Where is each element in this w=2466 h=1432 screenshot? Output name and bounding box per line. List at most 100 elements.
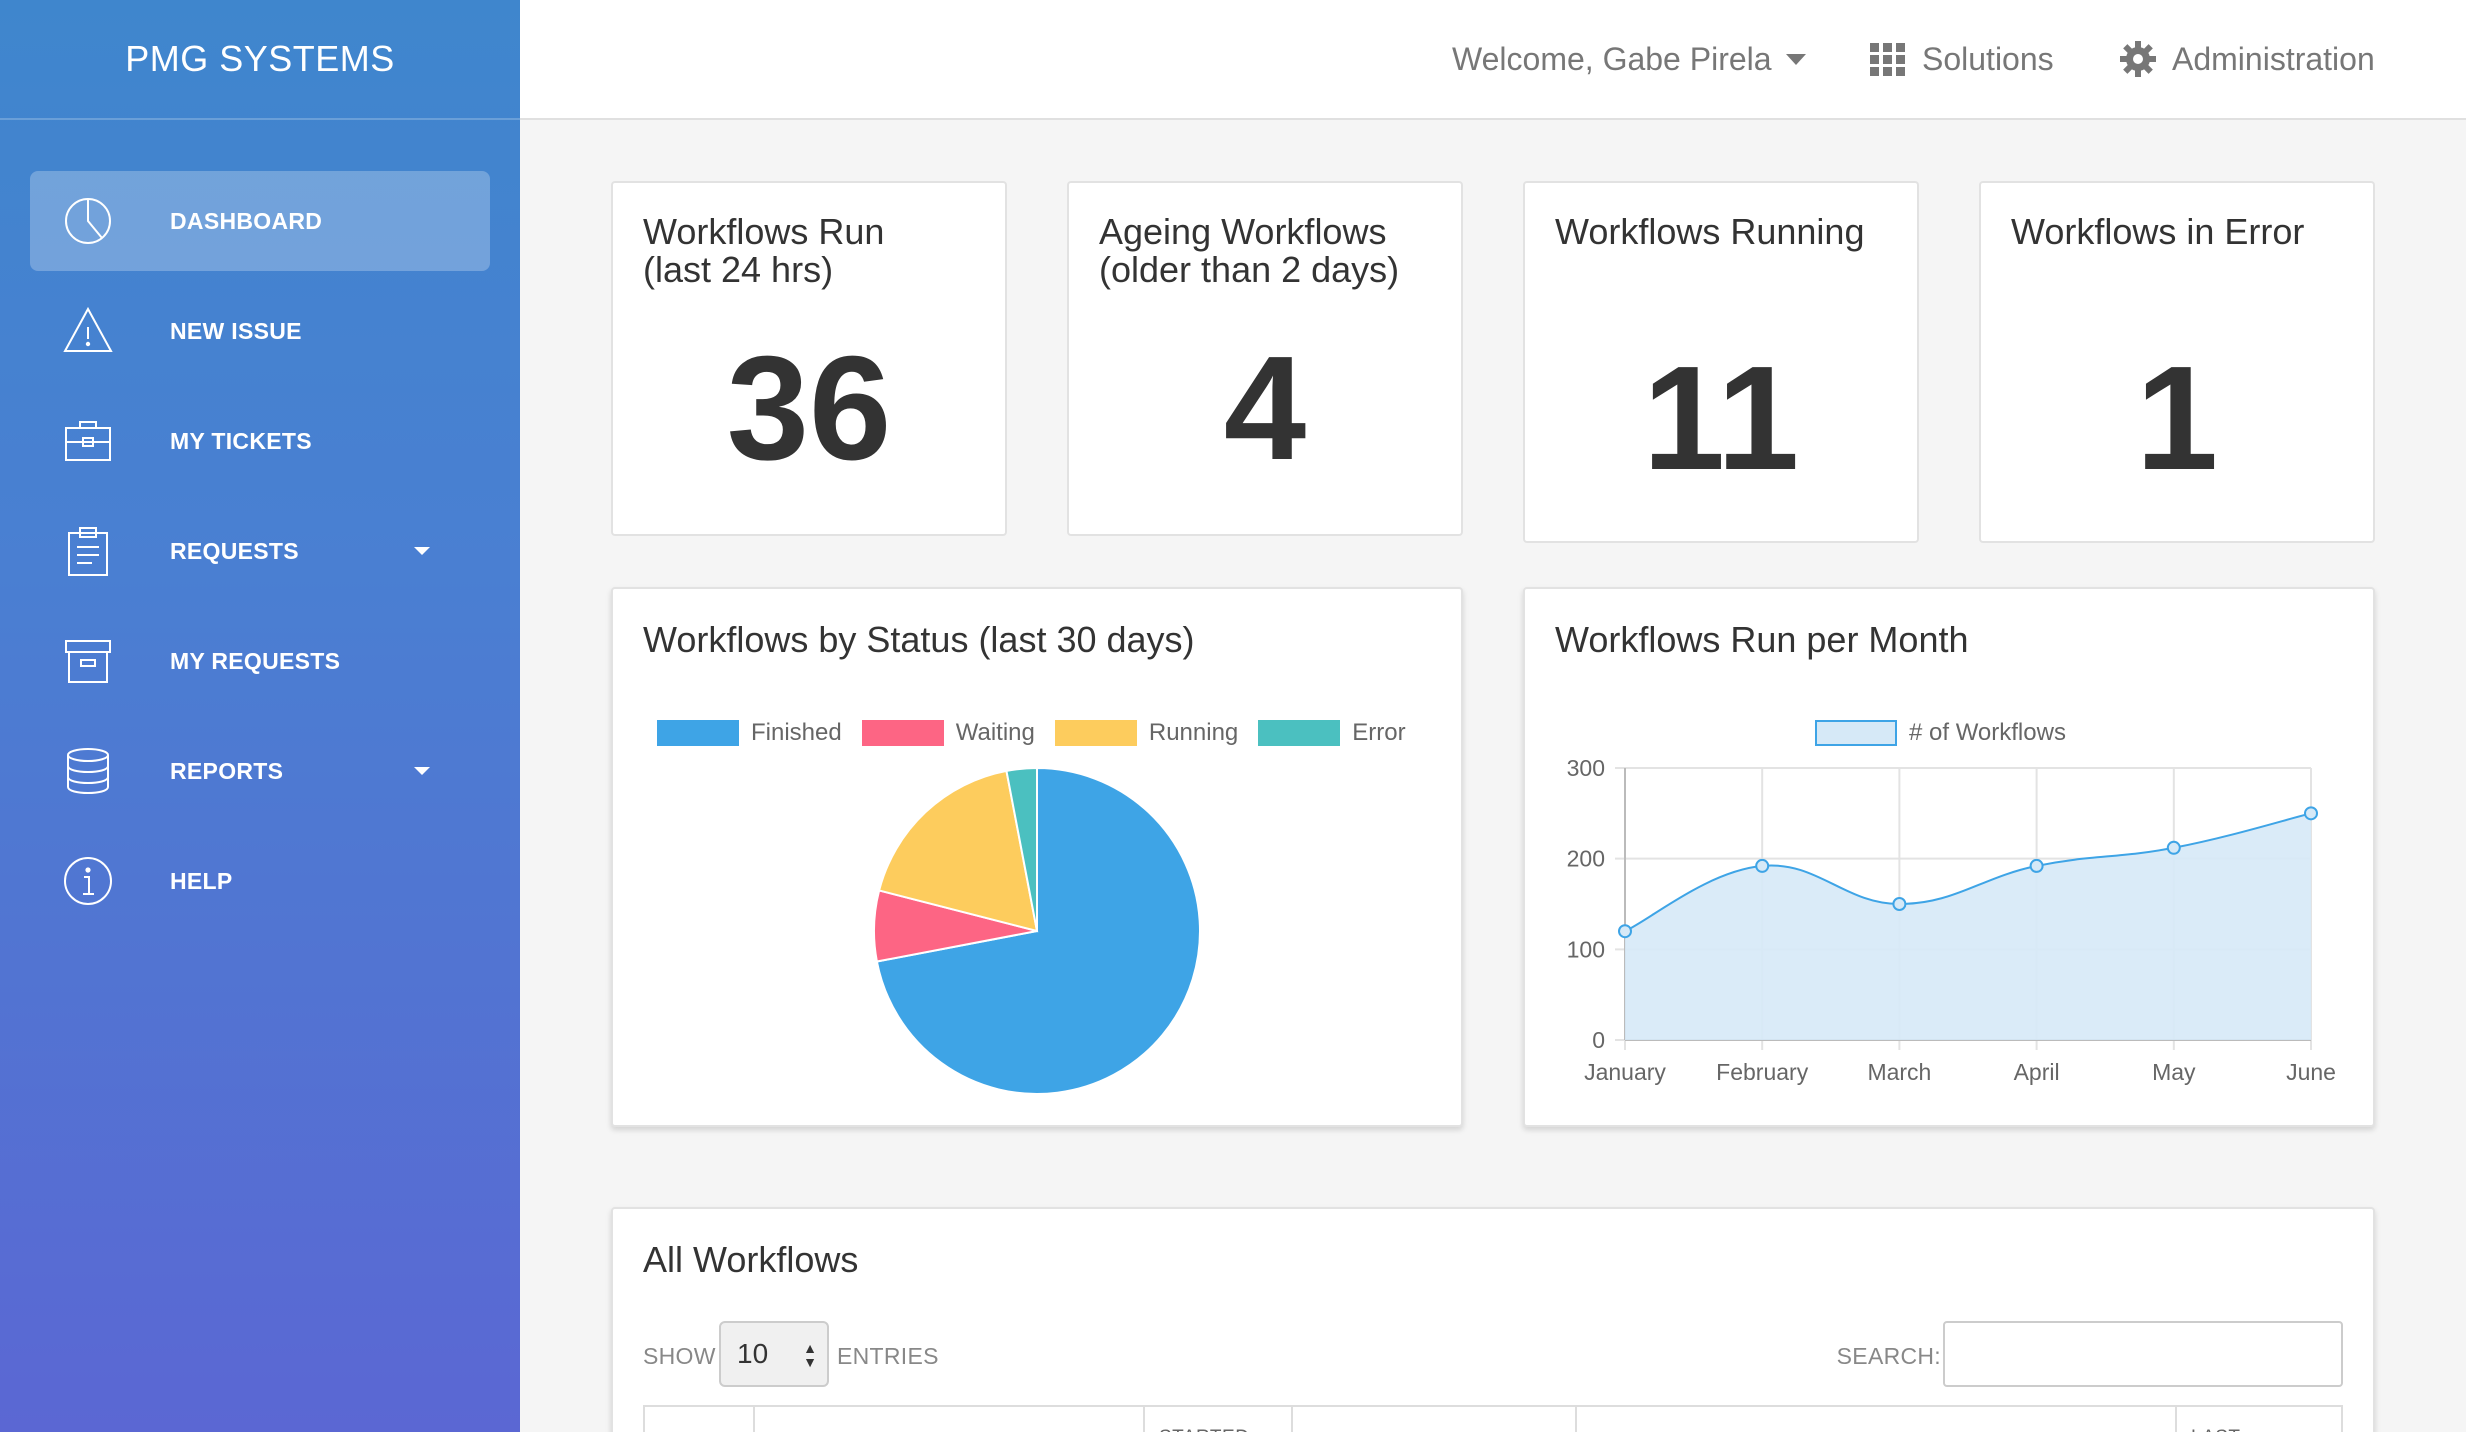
column-header-started[interactable]: STARTED xyxy=(1145,1407,1293,1432)
sidebar-item-label: HELP xyxy=(170,867,233,894)
sidebar-nav: DASHBOARD NEW ISSUE MY TICKETS REQUESTS xyxy=(30,171,490,941)
legend-swatch xyxy=(657,720,739,746)
panel-title: Workflows Run per Month xyxy=(1555,619,1969,660)
sidebar-item-label: REQUESTS xyxy=(170,537,299,564)
data-point[interactable] xyxy=(1618,924,1632,939)
clipboard-icon xyxy=(62,525,114,577)
legend-swatch xyxy=(1054,720,1137,746)
pie-chart xyxy=(873,766,1201,1095)
column-header[interactable] xyxy=(755,1407,1145,1432)
user-menu[interactable]: Welcome, Gabe Pirela xyxy=(1452,0,1806,118)
search-input[interactable] xyxy=(1943,1321,2343,1387)
chart-legend: Finished Waiting Running Error xyxy=(657,719,1426,747)
x-tick-label: April xyxy=(2014,1059,2060,1085)
line-chart: 0 100 200 300 January February March April May Ju… xyxy=(1567,755,2336,1085)
sidebar-item-help[interactable]: HELP xyxy=(30,831,490,931)
all-workflows-panel: All Workflows SHOW 10 ▲ ▼ ENTRIES SEARCH:… xyxy=(611,1207,2375,1432)
grid-icon xyxy=(1870,43,1905,76)
data-point[interactable] xyxy=(2304,806,2318,821)
pie-slice-error[interactable] xyxy=(1005,766,1038,932)
data-point[interactable] xyxy=(2029,858,2044,873)
briefcase-icon xyxy=(62,415,114,467)
data-point[interactable] xyxy=(1892,897,1907,911)
status-chart-panel: Workflows by Status (last 30 days) Finis… xyxy=(611,587,1463,1127)
sidebar: PMG SYSTEMS DASHBOARD NEW ISSUE MY TICKE… xyxy=(0,0,520,1432)
stat-card-ageing-workflows: Ageing Workflows (older than 2 days) 4 xyxy=(1067,181,1463,536)
stat-title: Workflows in Error xyxy=(2011,211,2305,252)
legend-item-waiting[interactable]: Waiting xyxy=(861,719,1035,747)
entries-label: ENTRIES xyxy=(837,1343,939,1369)
pie-chart-icon xyxy=(62,195,114,247)
legend-label: Running xyxy=(1148,719,1239,746)
top-bar: Welcome, Gabe Pirela Solutions Administr… xyxy=(520,0,2466,120)
sidebar-item-label: REPORTS xyxy=(170,757,284,784)
administration-label: Administration xyxy=(2172,40,2375,77)
stat-value: 4 xyxy=(1223,326,1307,491)
solutions-label: Solutions xyxy=(1922,40,2054,77)
sidebar-item-label: NEW ISSUE xyxy=(170,317,302,344)
sidebar-item-my-tickets[interactable]: MY TICKETS xyxy=(30,391,490,491)
show-label: SHOW xyxy=(643,1343,716,1369)
stat-title: Workflows Running xyxy=(1555,211,1865,252)
welcome-text: Welcome, Gabe Pirela xyxy=(1452,40,1772,77)
chevron-down-icon[interactable] xyxy=(414,767,430,775)
sidebar-item-label: MY TICKETS xyxy=(170,427,312,454)
chevron-down-icon[interactable] xyxy=(414,547,430,555)
search-label: SEARCH: xyxy=(1836,1343,1941,1369)
x-tick-label: May xyxy=(2152,1059,2196,1085)
sidebar-item-requests[interactable]: REQUESTS xyxy=(30,501,490,601)
stat-title: Workflows Run (last 24 hrs) xyxy=(643,211,885,290)
chart-legend: # of Workflows xyxy=(1815,719,2086,747)
archive-icon xyxy=(62,635,114,687)
legend-item-finished[interactable]: Finished xyxy=(657,719,842,747)
column-header[interactable] xyxy=(1293,1407,1577,1432)
gear-icon xyxy=(2120,41,2156,77)
chevron-down-icon xyxy=(1785,53,1806,65)
administration-link[interactable]: Administration xyxy=(2118,0,2375,118)
entries-select[interactable]: 10 ▲ ▼ xyxy=(719,1321,829,1387)
series-line xyxy=(1624,812,2312,933)
stat-value: 36 xyxy=(726,326,892,491)
stat-value: 11 xyxy=(1642,336,1800,501)
stat-value: 1 xyxy=(2135,336,2219,501)
sidebar-item-my-requests[interactable]: MY REQUESTS xyxy=(30,611,490,711)
y-tick-label: 300 xyxy=(1567,755,1605,781)
legend-label: Waiting xyxy=(955,719,1035,746)
data-point[interactable] xyxy=(2166,840,2181,855)
column-header[interactable] xyxy=(1577,1407,2177,1432)
solutions-link[interactable]: Solutions xyxy=(1868,0,2054,118)
panel-title: Workflows by Status (last 30 days) xyxy=(643,619,1195,660)
panel-title: All Workflows xyxy=(643,1239,859,1280)
y-tick-label: 0 xyxy=(1592,1027,1605,1053)
monthly-chart-panel: Workflows Run per Month # of Workflows 0… xyxy=(1523,587,2375,1127)
column-header-last[interactable]: LAST xyxy=(2177,1407,2341,1432)
area-fill xyxy=(1625,813,2311,1040)
database-icon xyxy=(62,745,114,797)
pie-slice-finished[interactable] xyxy=(875,766,1201,1095)
sidebar-item-dashboard[interactable]: DASHBOARD xyxy=(30,171,490,271)
stat-card-workflows-run: Workflows Run (last 24 hrs) 36 xyxy=(611,181,1007,536)
pie-slice-running[interactable] xyxy=(877,769,1039,933)
y-tick-label: 100 xyxy=(1567,936,1605,962)
table-header: STARTED LAST xyxy=(643,1405,2343,1432)
stat-card-workflows-error: Workflows in Error 1 xyxy=(1979,181,2375,543)
stat-card-workflows-running: Workflows Running 11 xyxy=(1523,181,1919,543)
sidebar-item-label: MY REQUESTS xyxy=(170,647,341,674)
legend-label: Error xyxy=(1352,719,1406,746)
legend-item-running[interactable]: Running xyxy=(1054,719,1239,747)
x-tick-label: June xyxy=(2286,1059,2336,1085)
column-header[interactable] xyxy=(645,1407,755,1432)
sidebar-item-reports[interactable]: REPORTS xyxy=(30,721,490,821)
legend-item-error[interactable]: Error xyxy=(1258,719,1406,747)
y-tick-label: 200 xyxy=(1567,846,1605,872)
legend-item-workflows[interactable]: # of Workflows xyxy=(1815,719,2066,747)
select-arrows-icon: ▲ ▼ xyxy=(803,1340,817,1370)
legend-swatch xyxy=(1815,720,1897,746)
legend-label: # of Workflows xyxy=(1909,719,2066,746)
sidebar-item-new-issue[interactable]: NEW ISSUE xyxy=(30,281,490,381)
legend-label: Finished xyxy=(751,719,842,746)
data-point[interactable] xyxy=(1755,858,1770,873)
brand-logo: PMG SYSTEMS xyxy=(0,0,520,120)
sidebar-item-label: DASHBOARD xyxy=(170,207,323,234)
warning-icon xyxy=(62,305,114,357)
